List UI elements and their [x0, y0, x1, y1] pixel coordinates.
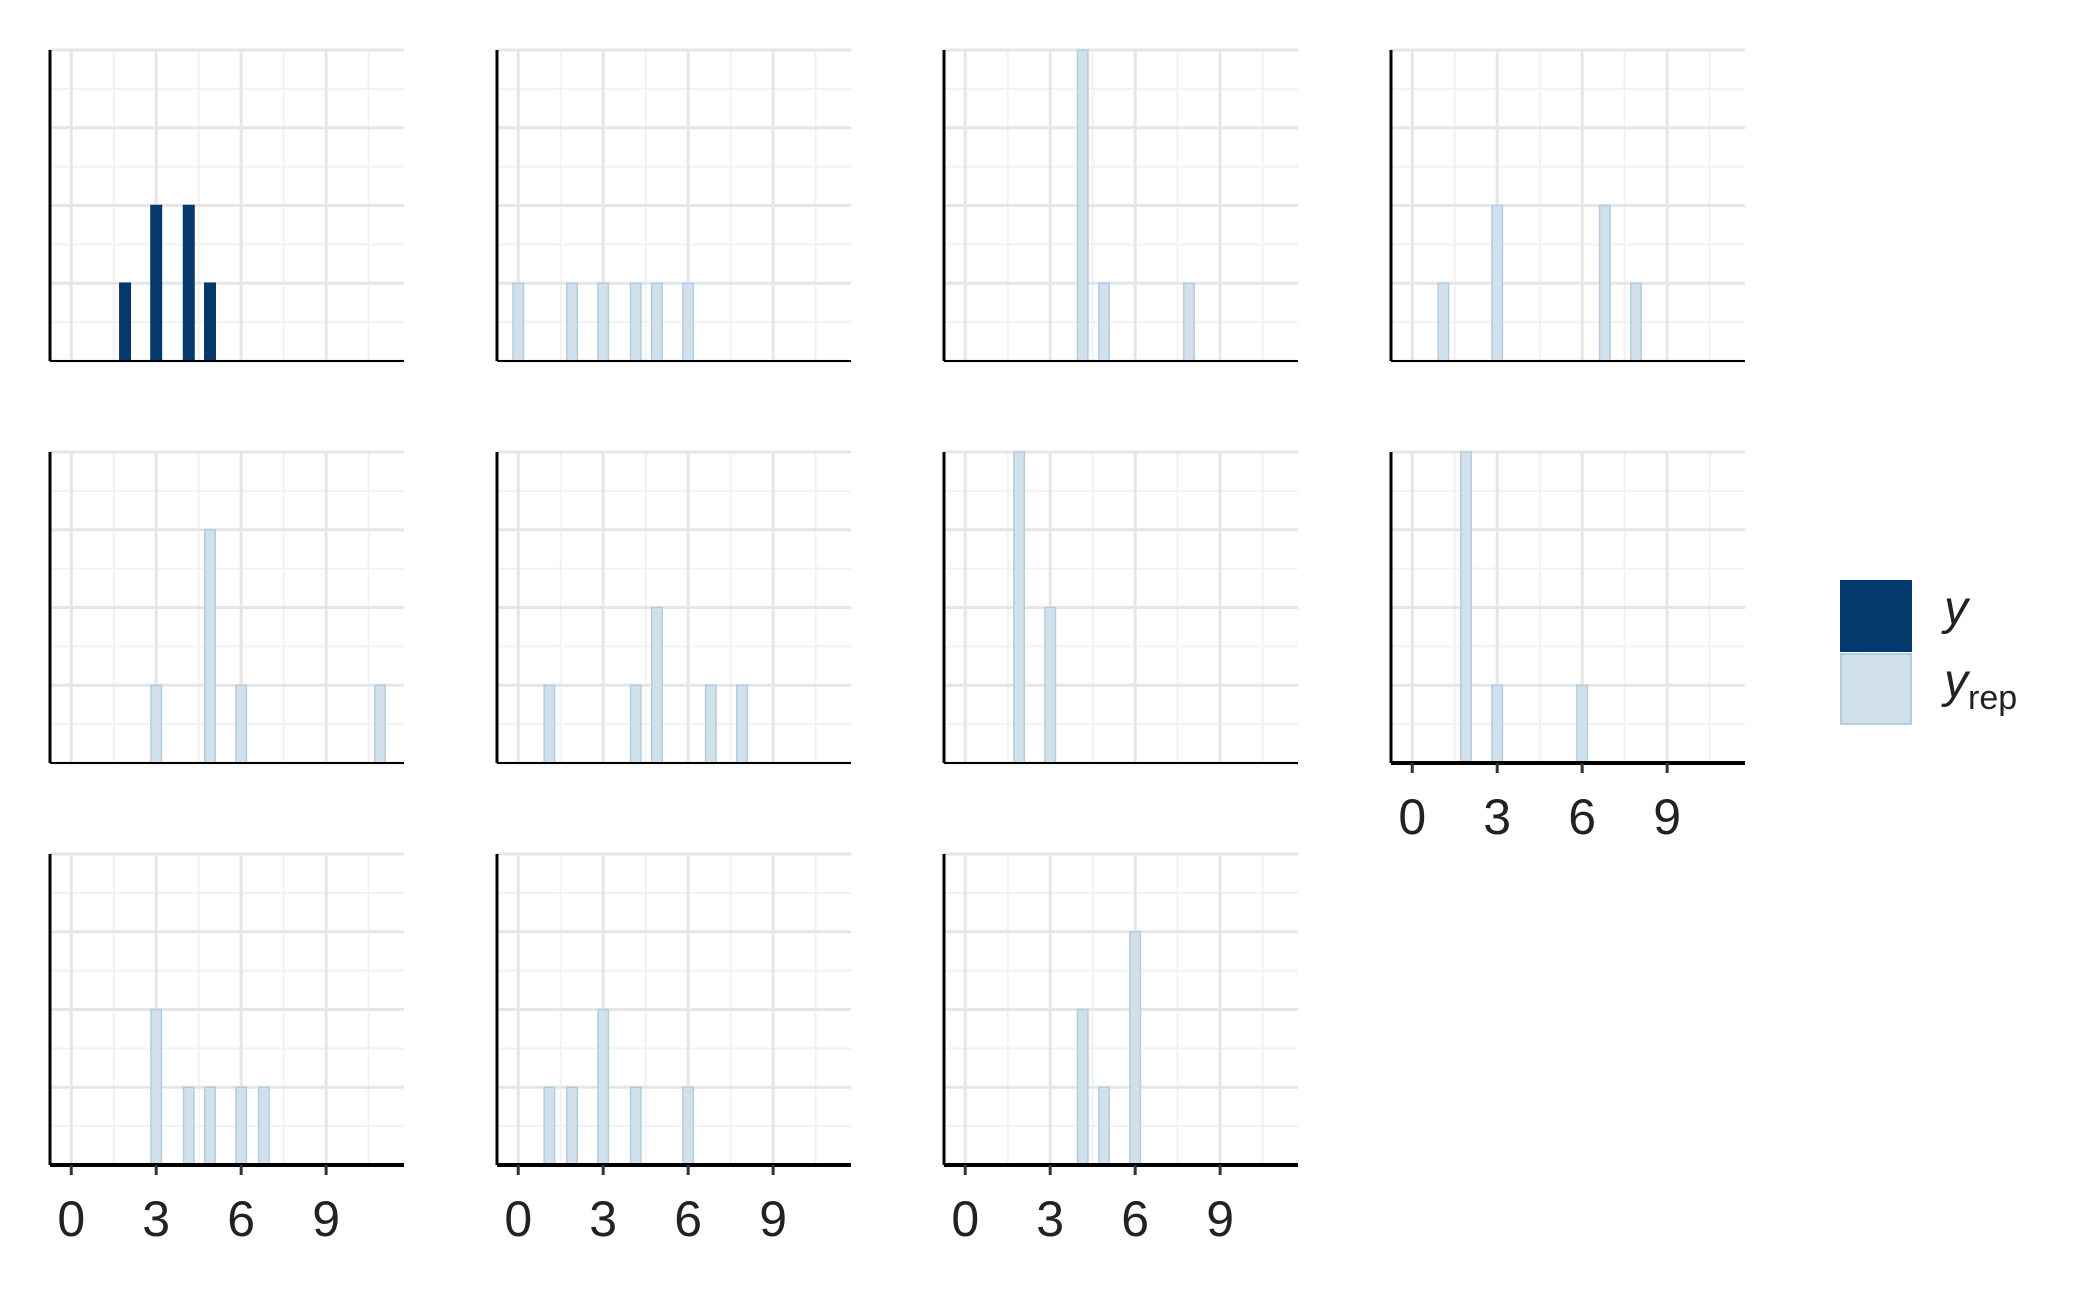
panel	[495, 48, 851, 363]
bar	[1129, 931, 1142, 1166]
bar	[373, 684, 386, 764]
bar	[1044, 606, 1057, 764]
x-tick-label: 3	[142, 1191, 170, 1247]
x-tick-label: 9	[1206, 1191, 1234, 1247]
x-tick-label: 0	[504, 1191, 532, 1247]
bar	[119, 282, 132, 362]
x-tick-label: 6	[1121, 1191, 1149, 1247]
bar	[204, 1086, 216, 1166]
bar	[566, 1086, 579, 1166]
bar	[1491, 684, 1504, 764]
legend-swatch	[1840, 653, 1912, 725]
legend-subscript: rep	[1968, 679, 2017, 717]
bar	[235, 684, 248, 764]
legend-label: y	[1941, 582, 1971, 635]
bar	[1437, 282, 1450, 362]
x-tick-label: 3	[1036, 1191, 1064, 1247]
legend-name: y	[1941, 582, 1971, 635]
panel: 0 3 6 9	[942, 852, 1298, 1247]
x-tick-label: 9	[1653, 789, 1681, 845]
panel: 0 3 6 9	[495, 852, 851, 1247]
legend-swatch	[1840, 580, 1912, 652]
x-tick-label: 6	[1568, 789, 1596, 845]
bar	[1491, 204, 1504, 362]
x-tick-label: 0	[951, 1191, 979, 1247]
bar	[629, 684, 642, 764]
bar	[1098, 282, 1110, 362]
bar	[629, 1086, 642, 1166]
bar	[651, 282, 663, 362]
x-tick-label: 0	[1398, 789, 1426, 845]
bar	[1013, 451, 1026, 764]
panel: 0 3 6 9	[48, 852, 404, 1247]
bar	[235, 1086, 248, 1166]
x-tick-label: 3	[1483, 789, 1511, 845]
bar	[182, 1086, 195, 1166]
bar	[1629, 282, 1642, 362]
panel	[48, 48, 404, 363]
bar	[182, 204, 195, 362]
x-tick-label: 3	[589, 1191, 617, 1247]
bar	[543, 684, 556, 764]
bar	[204, 282, 216, 362]
legend-name: y	[1941, 655, 1971, 708]
panel	[1389, 48, 1745, 363]
x-tick-label: 6	[674, 1191, 702, 1247]
bar	[1076, 49, 1089, 362]
bar	[512, 282, 525, 362]
legend-label: yrep	[1941, 655, 2017, 717]
bar	[651, 606, 663, 764]
bar	[704, 684, 717, 764]
bar	[257, 1086, 270, 1166]
bar	[1182, 282, 1195, 362]
bar	[150, 1008, 163, 1166]
bar	[629, 282, 642, 362]
bar	[1576, 684, 1589, 764]
bar	[1098, 1086, 1110, 1166]
bar	[597, 1008, 610, 1166]
panel	[942, 450, 1298, 765]
bar	[566, 282, 579, 362]
bar	[682, 1086, 695, 1166]
x-tick-label: 6	[227, 1191, 255, 1247]
bar	[682, 282, 695, 362]
panel	[942, 48, 1298, 363]
panel	[495, 450, 851, 765]
bar	[597, 282, 610, 362]
panel	[48, 450, 404, 765]
panel: 0 3 6 9	[1389, 450, 1745, 845]
x-tick-label: 9	[312, 1191, 340, 1247]
bar	[150, 204, 163, 362]
bar	[1598, 204, 1611, 362]
bar	[1076, 1008, 1089, 1166]
bar	[543, 1086, 556, 1166]
bar	[150, 684, 163, 764]
bar	[204, 529, 216, 764]
x-tick-label: 9	[759, 1191, 787, 1247]
bar	[735, 684, 748, 764]
x-tick-label: 0	[57, 1191, 85, 1247]
bar	[1460, 451, 1473, 764]
